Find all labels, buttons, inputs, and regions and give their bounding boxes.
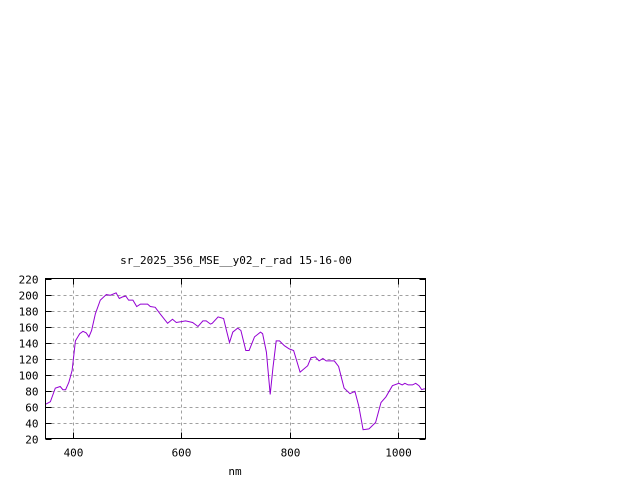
- x-axis: 400 600 800 1000: [64, 278, 412, 460]
- y-tick-label: 40: [25, 418, 38, 431]
- y-axis: 20 40 60 80 100 120 140 160 180 200 220: [19, 274, 426, 447]
- y-tick-label: 140: [19, 338, 39, 351]
- x-tick-label: 400: [64, 447, 84, 460]
- y-tick-label: 160: [19, 322, 39, 335]
- series-line: [45, 292, 426, 431]
- x-tick-label: 1000: [385, 447, 412, 460]
- chart-title: sr_2025_356_MSE__y02_r_rad 15-16-00: [120, 254, 352, 267]
- y-tick-label: 120: [19, 354, 39, 367]
- y-tick-label: 180: [19, 306, 39, 319]
- x-axis-label: nm: [228, 465, 242, 478]
- y-tick-label: 200: [19, 290, 39, 303]
- grid: [45, 278, 426, 439]
- y-tick-label: 80: [25, 386, 38, 399]
- y-tick-label: 20: [25, 434, 38, 447]
- x-tick-label: 600: [172, 447, 192, 460]
- plot-border: [45, 278, 426, 439]
- y-tick-label: 220: [19, 274, 39, 287]
- y-tick-label: 60: [25, 402, 38, 415]
- x-tick-label: 800: [281, 447, 301, 460]
- y-tick-label: 100: [19, 370, 39, 383]
